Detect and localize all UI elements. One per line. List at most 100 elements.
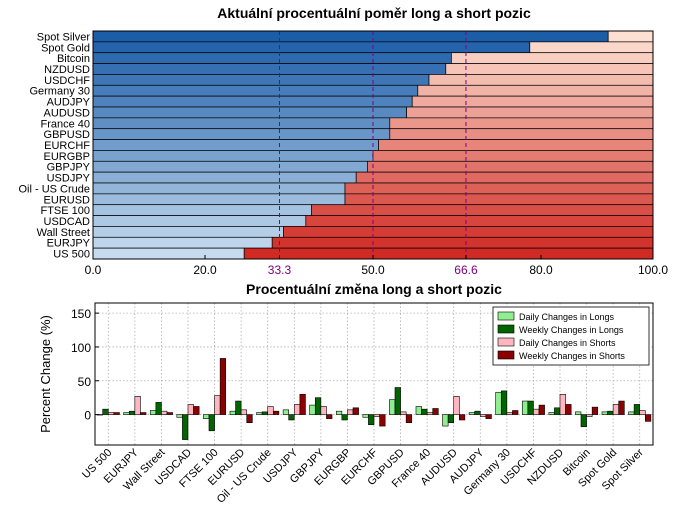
- short-bar-gbpusd: [389, 128, 654, 140]
- short-bar-spot-silver: [607, 30, 654, 43]
- ratio-category-label: FTSE 100: [40, 205, 90, 217]
- daily-changes-in-longs-bar: [123, 412, 130, 415]
- weekly-changes-in-longs-bar: [182, 414, 189, 440]
- change-y-tick-label: 100: [71, 341, 91, 355]
- ratio-x-ticks: 0.0 20.0 33.3 50.0 66.6 80.0 100.0: [85, 255, 668, 277]
- ratio-category-label: Oil - US Crude: [18, 183, 90, 195]
- short-bar-bitcoin: [451, 52, 654, 64]
- ratio-x-tick-label: 80.0: [529, 263, 553, 277]
- weekly-changes-in-longs-bar: [341, 414, 348, 421]
- daily-changes-in-shorts-bar: [187, 404, 194, 415]
- daily-changes-in-shorts-bar: [400, 411, 407, 415]
- ratio-category-label: EURJPY: [47, 238, 91, 250]
- ratio-category-label: AUDJPY: [47, 97, 91, 109]
- legend-label: Weekly Changes in Longs: [519, 325, 624, 335]
- ratio-plot-frame: [92, 30, 654, 260]
- long-bar-audusd: [92, 106, 407, 119]
- long-bar-usdchf: [92, 74, 430, 86]
- short-bar-ftse-100: [311, 204, 654, 216]
- daily-changes-in-shorts-bar: [559, 393, 566, 415]
- short-bar-eurchf: [378, 139, 654, 151]
- ratio-reference-lines: [278, 31, 467, 259]
- short-bar-usdchf: [428, 74, 654, 86]
- short-bar-wall-street: [283, 226, 654, 238]
- legend-label: Weekly Changes in Shorts: [519, 351, 625, 361]
- long-bar-gbpusd: [92, 128, 391, 140]
- daily-changes-in-longs-bar: [548, 412, 555, 415]
- daily-changes-in-shorts-bar: [267, 406, 274, 415]
- weekly-changes-in-shorts-bar: [166, 412, 173, 415]
- ratio-category-label: EURUSD: [44, 194, 91, 206]
- ratio-category-label: GBPJPY: [47, 162, 91, 174]
- weekly-changes-in-shorts-bar: [246, 414, 253, 423]
- weekly-changes-in-longs-bar: [235, 400, 242, 415]
- change-y-tick-label: 0: [84, 409, 91, 423]
- long-bar-us-500: [92, 247, 245, 260]
- ratio-category-label: GBPUSD: [44, 129, 91, 141]
- weekly-changes-in-longs-bar: [580, 414, 587, 428]
- ratio-chart-title: Aktuální procentuální poměr long a short…: [217, 5, 531, 21]
- short-bar-usdcad: [305, 215, 654, 227]
- weekly-changes-in-shorts-bar: [299, 393, 306, 415]
- short-bar-audjpy: [411, 95, 654, 108]
- daily-changes-in-longs-bar: [495, 391, 502, 415]
- ratio-category-label: Spot Gold: [41, 42, 90, 54]
- long-bar-bitcoin: [92, 52, 452, 64]
- daily-changes-in-longs-bar: [442, 414, 449, 427]
- weekly-changes-in-shorts-bar: [219, 358, 227, 415]
- change-y-tick-label: 50: [78, 375, 92, 389]
- long-bar-audjpy: [92, 95, 413, 108]
- daily-changes-in-longs-bar: [389, 399, 396, 415]
- long-bar-spot-silver: [92, 30, 609, 43]
- change-y-tick-label: 150: [71, 307, 91, 321]
- daily-changes-in-shorts-bar: [320, 406, 327, 415]
- ratio-category-label: USDJPY: [47, 173, 91, 185]
- legend-swatch: [497, 350, 515, 360]
- ratio-x-tick-label: 0.0: [85, 263, 102, 277]
- daily-changes-in-longs-bar: [229, 410, 236, 415]
- weekly-changes-in-shorts-bar: [272, 410, 280, 415]
- daily-changes-in-shorts-bar: [586, 414, 593, 417]
- long-bar-gbpjpy: [92, 160, 368, 173]
- ratio-x-tick-label: 66.6: [454, 263, 478, 277]
- weekly-changes-in-shorts-bar: [538, 404, 545, 415]
- ratio-x-tick-label: 20.0: [193, 263, 217, 277]
- daily-changes-in-shorts-bar: [506, 412, 513, 415]
- long-bar-eurgbp: [92, 150, 374, 162]
- daily-changes-in-longs-bar: [362, 414, 369, 418]
- weekly-changes-in-longs-bar: [368, 414, 375, 426]
- short-bar-gbpjpy: [367, 160, 654, 173]
- daily-changes-in-shorts-bar: [240, 409, 248, 415]
- long-bar-germany-30: [92, 84, 419, 97]
- weekly-changes-in-longs-bar: [607, 410, 614, 415]
- legend-swatch: [497, 324, 515, 334]
- daily-changes-in-longs-bar: [575, 411, 582, 415]
- weekly-changes-in-longs-bar: [500, 390, 508, 415]
- weekly-changes-in-longs-bar: [633, 404, 641, 415]
- daily-changes-in-shorts-bar: [533, 408, 540, 415]
- weekly-changes-in-shorts-bar: [644, 414, 652, 422]
- ratio-category-label: AUDUSD: [44, 107, 91, 119]
- change-y-axis-label: Percent Change (%): [38, 315, 53, 433]
- long-bar-eurusd: [92, 193, 346, 206]
- weekly-changes-in-longs-bar: [314, 397, 322, 415]
- daily-changes-in-shorts-bar: [214, 395, 221, 415]
- daily-changes-in-longs-bar: [149, 410, 157, 415]
- legend-swatch: [497, 311, 515, 321]
- daily-changes-in-longs-bar: [203, 414, 210, 419]
- long-bar-eurjpy: [92, 236, 273, 249]
- daily-changes-in-longs-bar: [601, 411, 608, 415]
- long-bar-nzdusd: [92, 63, 447, 75]
- weekly-changes-in-longs-bar: [447, 414, 455, 423]
- ratio-category-label: EURGBP: [44, 151, 90, 163]
- daily-changes-in-longs-bar: [335, 410, 343, 415]
- daily-changes-in-longs-bar: [176, 414, 183, 418]
- ratio-x-tick-label: 33.3: [268, 263, 292, 277]
- short-bar-audusd: [406, 106, 654, 119]
- weekly-changes-in-shorts-bar: [193, 406, 200, 415]
- daily-changes-in-shorts-bar: [293, 404, 301, 415]
- weekly-changes-in-shorts-bar: [432, 408, 439, 415]
- change-legend: Daily Changes in Longs Weekly Changes in …: [492, 306, 650, 366]
